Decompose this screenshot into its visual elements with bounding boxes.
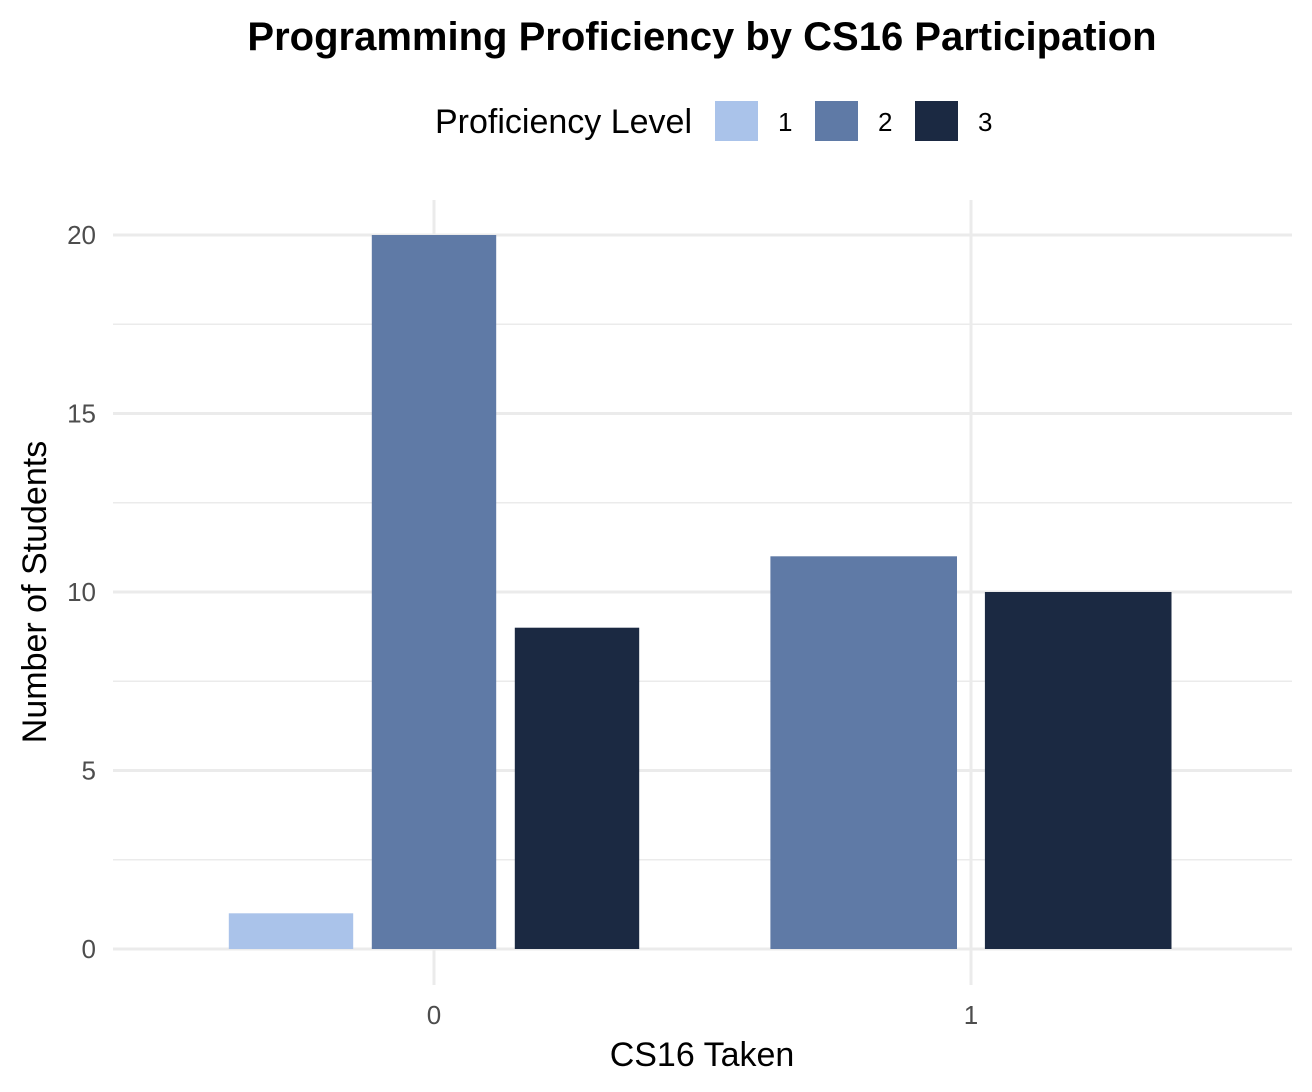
x-axis-title: CS16 Taken: [610, 1036, 795, 1074]
bars: [228, 235, 1172, 949]
bar-cs16-1-level-2: [770, 556, 957, 949]
bar-cs16-1-level-3: [984, 592, 1172, 949]
y-tick-label: 20: [67, 220, 96, 250]
x-tick-label: 1: [964, 1000, 978, 1030]
legend-label-3: 3: [978, 107, 992, 137]
legend-key-1: [715, 101, 758, 141]
legend-title: Proficiency Level: [435, 103, 692, 141]
y-tick-label: 10: [67, 577, 96, 607]
y-tick-label: 15: [67, 399, 96, 429]
legend-key-2: [815, 101, 858, 141]
legend-key-3: [915, 101, 958, 141]
legend-label-2: 2: [878, 107, 892, 137]
legend: Proficiency Level 1 2 3: [435, 101, 992, 141]
legend-label-1: 1: [778, 107, 792, 137]
y-axis-title: Number of Students: [16, 441, 54, 743]
y-axis-ticks: 0 5 10 15 20: [67, 220, 96, 964]
x-tick-label: 0: [427, 1000, 441, 1030]
bar-cs16-0-level-1: [228, 913, 354, 949]
bar-cs16-0-level-3: [514, 627, 640, 949]
y-tick-label: 5: [82, 756, 96, 786]
chart-title: Programming Proficiency by CS16 Particip…: [247, 15, 1156, 59]
bar-cs16-0-level-2: [371, 235, 497, 949]
y-tick-label: 0: [82, 934, 96, 964]
